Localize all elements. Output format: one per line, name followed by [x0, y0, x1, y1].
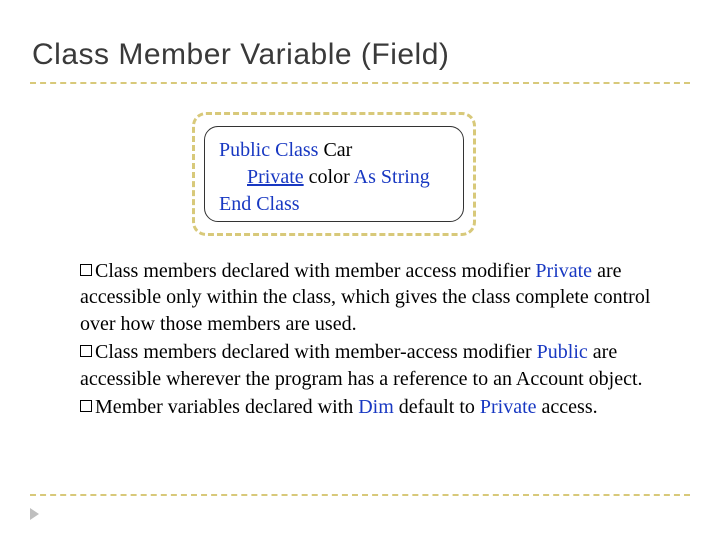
checkbox-icon: [80, 400, 92, 412]
footer-divider: [30, 494, 690, 496]
bullet-text: Class members declared with member acces…: [95, 260, 535, 282]
body-text: Class members declared with member acces…: [80, 258, 664, 422]
title-underline: [30, 82, 690, 84]
keyword-public: Public: [537, 341, 588, 363]
bullet-text: access.: [537, 396, 598, 418]
code-line-1: Public Class Car: [219, 137, 449, 164]
bullet-text: Member variables declared with: [95, 396, 358, 418]
code-line-2: Private color As String: [219, 164, 449, 191]
code-text: Car: [323, 139, 352, 161]
footer-arrow-icon: [30, 508, 39, 520]
code-keyword: Public Class: [219, 139, 323, 161]
slide-title: Class Member Variable (Field): [32, 38, 449, 72]
keyword-private: Private: [535, 260, 592, 282]
checkbox-icon: [80, 345, 92, 357]
checkbox-icon: [80, 264, 92, 276]
code-line-3: End Class: [219, 191, 449, 218]
bullet-text: default to: [394, 396, 480, 418]
code-keyword: Private: [247, 166, 304, 188]
keyword-private: Private: [480, 396, 537, 418]
code-box-inner: Public Class Car Private color As String…: [204, 126, 464, 222]
code-box: Public Class Car Private color As String…: [192, 112, 476, 236]
bullet-item-1: Class members declared with member acces…: [80, 258, 664, 337]
code-text: color: [304, 166, 354, 188]
bullet-text: Class members declared with member-acces…: [95, 341, 537, 363]
code-keyword: End Class: [219, 193, 300, 215]
bullet-item-2: Class members declared with member-acces…: [80, 339, 664, 392]
keyword-dim: Dim: [358, 396, 394, 418]
bullet-item-3: Member variables declared with Dim defau…: [80, 394, 664, 420]
code-keyword: As String: [354, 166, 430, 188]
